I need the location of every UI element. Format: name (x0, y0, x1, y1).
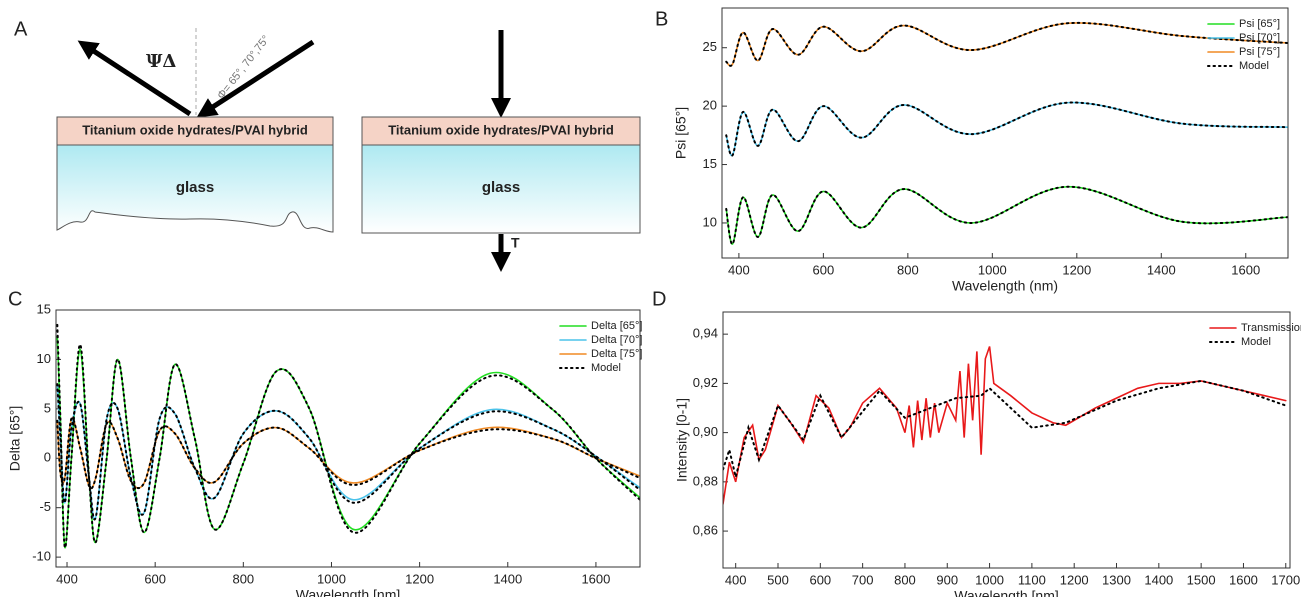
model-line (725, 21, 1288, 67)
y-tick-label: 0,92 (693, 375, 718, 390)
legend-label: Psi [75°] (1239, 46, 1280, 58)
film-layer (361, 116, 641, 146)
x-tick-label: 1300 (1102, 572, 1131, 587)
x-tick-label: 1000 (975, 572, 1004, 587)
glass-substrate (361, 144, 641, 234)
panel-label: C (8, 288, 22, 310)
x-tick-label: 1200 (1060, 572, 1089, 587)
legend-label: Model (1241, 336, 1271, 348)
legend-label: Delta [70°] (591, 334, 642, 346)
legend-label: Delta [65°] (591, 320, 642, 332)
psi-delta: ΨΔ (146, 51, 176, 72)
x-tick-label: 800 (232, 571, 254, 586)
x-axis-title: Wavelength [nm] (954, 588, 1059, 597)
data-line (725, 185, 1288, 245)
angles: Φ= 65°, 70°,75° (215, 33, 272, 101)
substrate-label: glass (176, 179, 214, 196)
x-tick-label: 1400 (1147, 262, 1176, 277)
substrate-label: glass (482, 179, 520, 196)
y-axis-title: Delta [65°] (7, 406, 23, 472)
legend-label: Model (1239, 60, 1269, 72)
y-axis-title: Psi [65°] (673, 107, 689, 159)
data-line (725, 101, 1288, 157)
x-tick-label: 500 (767, 572, 789, 587)
model-line (56, 417, 640, 490)
legend-label: Psi [70°] (1239, 32, 1280, 44)
y-tick-label: 0,94 (693, 326, 718, 341)
y-tick-label: 15 (37, 301, 51, 316)
layer-label: Titanium oxide hydrates/PVAl hybrid (388, 122, 614, 137)
x-tick-label: 600 (809, 572, 831, 587)
y-tick-label: 20 (703, 98, 717, 113)
data-line (56, 383, 640, 521)
legend-label: Delta [75°] (591, 348, 642, 360)
x-axis-title: Wavelength (nm) (952, 278, 1058, 294)
x-tick-label: 1200 (405, 571, 434, 586)
diagram: A ΨΔ Φ= 65°, 70°,75° Titanium oxide hydr… (14, 18, 641, 272)
legend-label: Model (591, 362, 621, 374)
y-tick-label: 10 (37, 351, 51, 366)
data-line (56, 335, 640, 549)
x-tick-label: 1400 (1144, 572, 1173, 587)
y-tick-label: -5 (39, 499, 51, 514)
x-tick-label: 600 (144, 571, 166, 586)
x-tick-label: 1600 (581, 571, 610, 586)
data-line (723, 346, 1287, 505)
y-tick-label: 25 (703, 39, 717, 54)
x-tick-label: 1600 (1229, 572, 1258, 587)
y-tick-label: -10 (32, 549, 51, 564)
x-tick-label: 400 (56, 571, 78, 586)
x-axis-title: Wavelength [nm] (296, 587, 401, 597)
glass-substrate (56, 144, 334, 233)
y-tick-label: 0,90 (693, 424, 718, 439)
x-tick-label: 600 (813, 262, 835, 277)
incident-arrow (196, 39, 315, 118)
x-tick-label: 400 (725, 572, 747, 587)
plot-frame (721, 7, 1289, 259)
plot-frame (722, 311, 1291, 569)
x-tick-label: 700 (852, 572, 874, 587)
x-tick-label: 1500 (1187, 572, 1216, 587)
y-tick-label: 0,88 (693, 473, 718, 488)
x-tick-label: 1600 (1231, 262, 1260, 277)
x-tick-label: 800 (894, 572, 916, 587)
panel-label: D (652, 288, 666, 310)
y-tick-label: 5 (44, 400, 51, 415)
layer-label: Titanium oxide hydrates/PVAl hybrid (82, 122, 308, 137)
model-line (725, 101, 1288, 157)
y-axis-title: Intensity [0-1] (674, 398, 690, 482)
x-tick-label: 1700 (1271, 572, 1300, 587)
x-tick-label: 800 (897, 262, 919, 277)
x-tick-label: 1400 (493, 571, 522, 586)
model-line (725, 185, 1288, 245)
transmitted-label: T (511, 235, 520, 251)
x-tick-label: 1100 (1018, 572, 1046, 587)
model-line (56, 383, 640, 521)
film-layer (56, 116, 334, 146)
legend-label: Transmission (1241, 322, 1301, 334)
y-tick-label: 0 (44, 450, 51, 465)
y-tick-label: 0,86 (693, 523, 718, 538)
y-tick-label: 15 (703, 156, 717, 171)
reflected-arrow (77, 40, 192, 117)
x-tick-label: 1000 (317, 571, 346, 586)
x-tick-label: 900 (936, 572, 958, 587)
model-line (723, 379, 1287, 478)
panel-label: A (14, 18, 28, 40)
data-line (725, 22, 1288, 67)
legend-label: Psi [65°] (1239, 18, 1280, 30)
x-tick-label: 1200 (1062, 262, 1091, 277)
x-tick-label: 1000 (978, 262, 1007, 277)
y-tick-label: 10 (703, 214, 717, 229)
panel-label: B (655, 8, 668, 30)
model-line (56, 323, 640, 549)
plot-frame (55, 309, 641, 568)
x-tick-label: 400 (728, 262, 750, 277)
